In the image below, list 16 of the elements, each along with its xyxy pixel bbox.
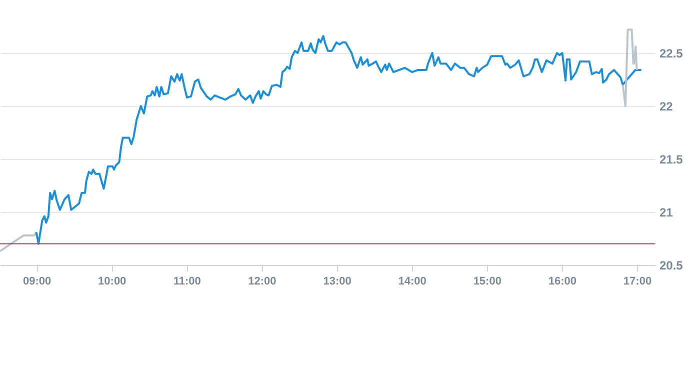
- x-tick-label: 09:00: [22, 276, 52, 288]
- y-tick-label: 21.5: [660, 152, 684, 166]
- y-tick-label: 22.5: [660, 46, 684, 60]
- x-tick-label: 13:00: [323, 276, 352, 288]
- y-tick-label: 22: [660, 100, 674, 114]
- y-tick-label: 20.5: [660, 258, 684, 272]
- x-tick-label: 17:00: [623, 276, 652, 288]
- line-series: [35, 35, 642, 245]
- x-tick-label: 16:00: [548, 276, 577, 288]
- x-tick-label: 12:00: [248, 276, 276, 288]
- x-tick-label: 11:00: [173, 276, 201, 288]
- x-tick-label: 14:00: [398, 276, 426, 288]
- y-tick-label: 21: [660, 206, 674, 220]
- line-series: [622, 28, 638, 107]
- x-tick-label: 10:00: [98, 276, 126, 288]
- x-tick-label: 15:00: [473, 276, 502, 288]
